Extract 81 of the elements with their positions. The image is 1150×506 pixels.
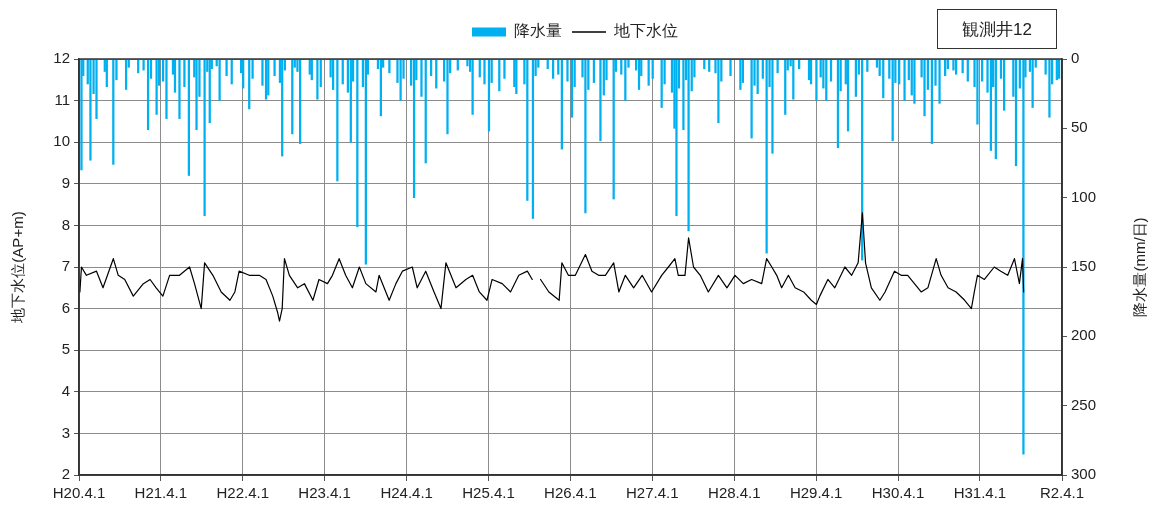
x-tick-label: H23.4.1 xyxy=(298,484,351,502)
x-tick-label: H21.4.1 xyxy=(134,484,188,502)
y-tick-label: 10 xyxy=(53,132,70,150)
x-tick-label: H24.4.1 xyxy=(380,484,433,502)
bar xyxy=(316,59,319,100)
bar xyxy=(584,59,587,214)
bar xyxy=(739,59,742,90)
y-axis-title: 地下水位(AP+m) xyxy=(9,211,27,324)
bar xyxy=(1048,59,1051,118)
bar xyxy=(771,59,774,154)
bar xyxy=(566,59,569,82)
y-tick-label: 5 xyxy=(61,340,70,358)
bar xyxy=(89,59,92,161)
bar xyxy=(599,59,602,142)
x-tick-label: H20.4.1 xyxy=(52,484,106,502)
x-tick-label: R2.4.1 xyxy=(1039,484,1085,502)
x-tick-label: H31.4.1 xyxy=(953,484,1007,502)
bar xyxy=(938,59,941,104)
bar xyxy=(682,59,685,131)
x-tick-label: H27.4.1 xyxy=(625,484,679,502)
bar xyxy=(1031,59,1034,108)
bar xyxy=(95,59,98,119)
bar xyxy=(923,59,926,117)
bar xyxy=(976,59,979,125)
y2-tick-label: 250 xyxy=(1071,395,1097,413)
y-tick-label: 11 xyxy=(54,90,70,108)
y-tick-label: 12 xyxy=(53,49,70,67)
bar xyxy=(155,59,158,115)
chart-title: 観測井12 xyxy=(962,18,1032,41)
y-tick-label: 2 xyxy=(61,465,70,483)
bar xyxy=(729,59,732,76)
bar xyxy=(446,59,449,135)
x-tick-label: H29.4.1 xyxy=(789,484,843,502)
bar xyxy=(815,59,818,101)
legend-label: 地下水位 xyxy=(613,22,678,40)
bar xyxy=(483,59,486,85)
bar xyxy=(420,59,423,97)
y-tick-label: 4 xyxy=(61,381,70,399)
bar xyxy=(687,59,690,232)
y2-tick-label: 300 xyxy=(1071,465,1097,483)
y2-axis-title: 降水量(mm/日) xyxy=(1131,217,1149,317)
legend-label: 降水量 xyxy=(514,22,562,40)
bar xyxy=(218,59,221,101)
y2-tick-label: 0 xyxy=(1071,49,1080,67)
x-tick-label: H22.4.1 xyxy=(216,484,269,502)
y-tick-label: 6 xyxy=(61,298,70,316)
y-tick-label: 9 xyxy=(61,173,70,191)
x-tick-label: H25.4.1 xyxy=(462,484,515,502)
bar xyxy=(503,59,506,79)
x-tick-label: H26.4.1 xyxy=(544,484,597,502)
bar xyxy=(142,59,145,71)
bar xyxy=(776,59,779,74)
bar xyxy=(80,59,83,171)
x-tick-label: H28.4.1 xyxy=(708,484,761,502)
bar xyxy=(388,59,391,74)
bar xyxy=(225,59,228,76)
y-tick-label: 7 xyxy=(61,257,70,275)
bar xyxy=(750,59,753,139)
y2-tick-label: 100 xyxy=(1071,187,1097,205)
bar xyxy=(183,59,186,88)
bar xyxy=(1022,59,1025,455)
y-tick-label: 3 xyxy=(61,423,70,441)
y2-tick-label: 150 xyxy=(1071,257,1097,275)
y2-tick-label: 50 xyxy=(1071,118,1088,136)
bar xyxy=(952,59,955,71)
bar xyxy=(913,59,916,104)
bar xyxy=(195,59,198,131)
bar xyxy=(471,59,474,115)
bar xyxy=(675,59,678,217)
bar xyxy=(903,59,906,101)
bar xyxy=(399,59,402,101)
bar xyxy=(273,59,276,76)
bar xyxy=(165,59,168,119)
bar xyxy=(717,59,720,124)
x-tick-label: H30.4.1 xyxy=(871,484,925,502)
bar xyxy=(178,59,181,119)
bar xyxy=(203,59,206,217)
title-frame: 観測井12 xyxy=(937,9,1057,49)
y-tick-label: 8 xyxy=(61,215,70,233)
y2-tick-label: 200 xyxy=(1071,326,1097,344)
bar xyxy=(765,59,768,254)
